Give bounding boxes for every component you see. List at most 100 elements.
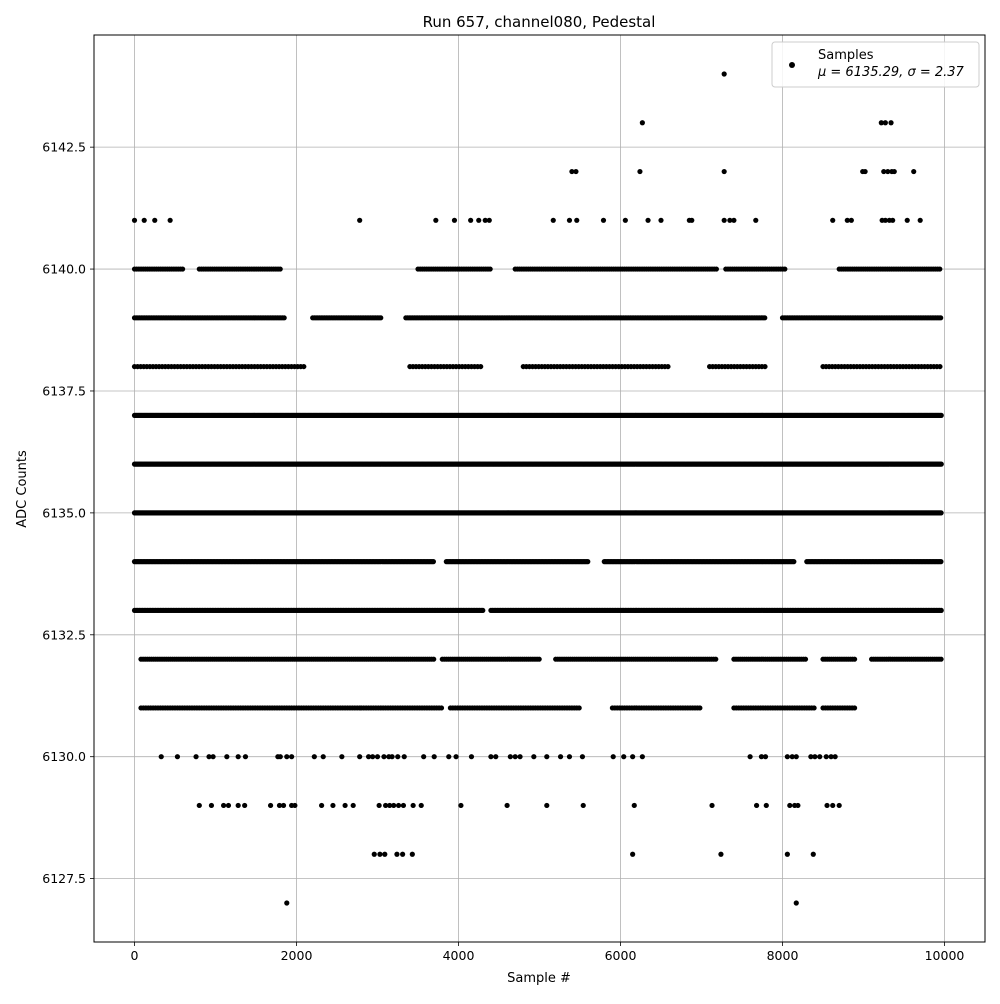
data-point [221,802,227,809]
data-point [882,120,888,126]
data-point [391,802,397,809]
data-point [131,217,138,223]
data-point [784,754,790,760]
data-point [550,217,556,223]
data-point [235,802,241,809]
data-point [536,656,542,662]
data-point [383,802,389,809]
x-tick-label: 0 [131,948,139,963]
data-point [832,754,838,760]
x-tick-label: 6000 [605,948,637,963]
data-point [630,754,636,760]
data-point [320,754,326,760]
x-tick-label: 8000 [767,948,799,963]
legend-label-series: Samples [818,48,874,63]
data-point [400,802,407,809]
data-point [747,754,753,760]
data-point [812,754,818,760]
data-point [357,217,363,223]
data-point [639,120,645,126]
data-point [276,802,283,809]
data-point [808,754,814,760]
data-point [389,754,395,760]
data-point [639,754,645,760]
data-point [277,266,283,272]
data-point [342,802,348,809]
data-point [763,802,769,809]
data-point [512,754,518,760]
x-tick-label: 10000 [925,948,965,963]
data-point [888,120,894,126]
data-point [387,802,393,809]
data-point [566,217,573,223]
data-point [658,217,664,223]
data-point [292,802,298,809]
data-point [645,217,651,223]
data-point [753,217,759,223]
data-point [579,754,586,760]
data-point [630,851,636,857]
data-point [381,754,387,760]
data-point [446,754,452,760]
data-point [376,802,382,809]
data-point [731,217,737,223]
data-point [158,754,164,760]
data-point [418,802,424,809]
data-point [574,217,580,223]
y-tick-label: 6130.0 [42,749,86,764]
data-point [280,802,287,809]
data-point [242,754,249,760]
data-point [478,363,484,370]
data-point [721,217,727,223]
data-point [851,705,858,711]
data-point [713,656,719,662]
data-point [401,754,407,760]
data-point [697,705,703,711]
data-point [174,754,181,760]
data-point [517,754,523,760]
data-points [131,71,944,906]
data-point [395,754,401,760]
data-point [828,754,834,760]
data-point [431,656,437,662]
data-point [152,217,158,223]
x-axis-ticks: 0 2000 4000 6000 8000 10000 [131,942,965,963]
data-point [206,754,212,760]
data-point [193,754,199,760]
data-point [637,168,643,175]
data-point [580,802,586,809]
data-point [810,851,816,857]
data-point [881,168,887,175]
data-point [789,754,795,760]
data-point [235,754,241,760]
data-point [721,168,727,175]
data-point [453,754,459,760]
data-point [795,802,801,809]
data-point [836,802,842,809]
data-point [793,754,799,760]
data-point [817,754,823,760]
data-point [793,900,799,906]
data-point [421,754,427,760]
data-point [400,851,406,857]
data-point [284,900,290,906]
data-point [911,168,917,175]
data-point [938,656,944,662]
data-point [504,802,510,809]
data-point [438,705,445,711]
x-tick-label: 4000 [443,948,475,963]
data-point [709,802,715,809]
data-point [458,802,464,809]
data-point [493,754,499,760]
data-point [891,168,897,175]
data-point [180,266,186,272]
data-point [382,851,388,857]
data-point [937,363,943,370]
data-point [904,217,910,223]
data-point [844,217,850,223]
data-point [566,754,573,760]
data-point [878,120,884,126]
data-point [224,754,230,760]
